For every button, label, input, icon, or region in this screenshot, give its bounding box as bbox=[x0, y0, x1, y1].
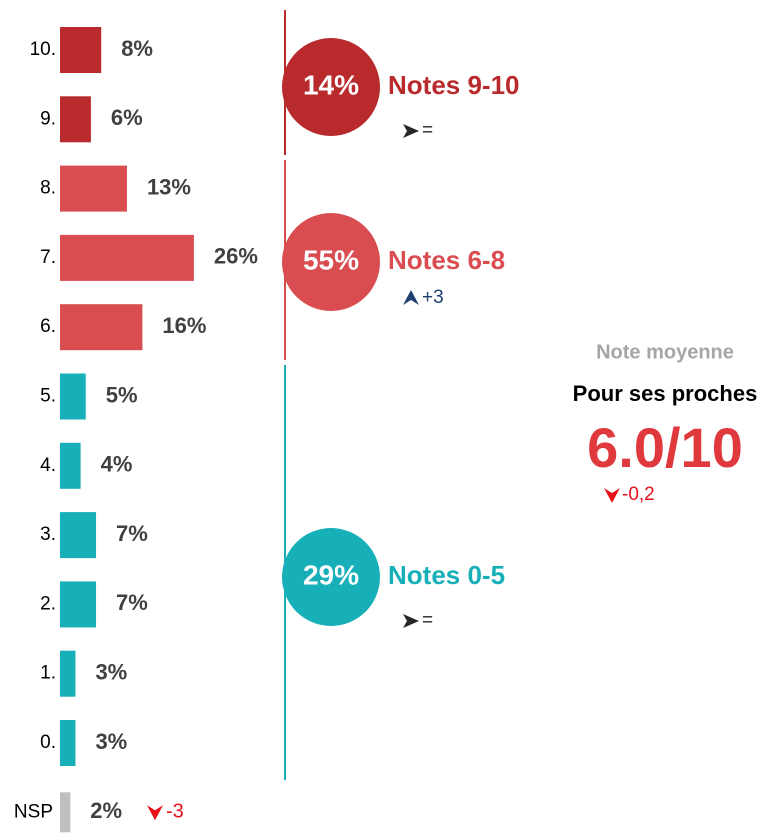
category-label: 5. bbox=[40, 386, 56, 407]
group-trend: = bbox=[422, 610, 433, 631]
category-label: 3. bbox=[40, 524, 56, 545]
value-label: 5% bbox=[106, 382, 138, 407]
group-circle bbox=[282, 213, 380, 311]
value-label: 6% bbox=[111, 105, 143, 130]
value-label: 4% bbox=[101, 452, 133, 477]
category-label: 1. bbox=[40, 663, 56, 684]
category-label: 9. bbox=[40, 108, 56, 129]
mean-subtitle: Pour ses proches bbox=[573, 381, 758, 406]
category-label: 4. bbox=[40, 455, 56, 476]
group-name: Notes 0-5 bbox=[388, 560, 505, 590]
value-label: 3% bbox=[95, 660, 127, 685]
group-trend: +3 bbox=[422, 287, 444, 308]
trend-arrow bbox=[604, 488, 620, 503]
mean-change: -0,2 bbox=[622, 484, 655, 505]
group-percent: 29% bbox=[303, 559, 359, 590]
mean-value: 6.0/10 bbox=[587, 416, 743, 479]
category-label: 7. bbox=[40, 247, 56, 268]
category-label: 0. bbox=[40, 732, 56, 753]
value-label: 2% bbox=[90, 798, 122, 823]
category-label: 6. bbox=[40, 316, 56, 337]
group-name: Notes 9-10 bbox=[388, 70, 520, 100]
trend-arrow bbox=[403, 124, 419, 138]
category-label: 2. bbox=[40, 593, 56, 614]
category-label: 8. bbox=[40, 178, 56, 199]
group-percent: 14% bbox=[303, 69, 359, 100]
group-trend: = bbox=[422, 120, 433, 141]
value-label: 13% bbox=[147, 174, 191, 199]
group-name: Notes 6-8 bbox=[388, 245, 505, 275]
bar bbox=[60, 27, 102, 73]
group-circle bbox=[282, 528, 380, 626]
bar bbox=[60, 512, 97, 559]
value-label: 8% bbox=[121, 36, 153, 61]
bar bbox=[60, 373, 86, 420]
bar bbox=[60, 165, 127, 212]
group-percent: 55% bbox=[303, 244, 359, 275]
value-label: 26% bbox=[214, 244, 258, 269]
value-label: 7% bbox=[116, 521, 148, 546]
trend-arrow bbox=[147, 805, 163, 821]
bar bbox=[60, 581, 97, 628]
nsp-change: -3 bbox=[166, 801, 184, 823]
bar bbox=[60, 234, 194, 281]
value-label: 16% bbox=[162, 313, 206, 338]
bar bbox=[60, 442, 81, 489]
bar bbox=[60, 720, 76, 766]
trend-arrow bbox=[403, 290, 419, 305]
category-label: 10. bbox=[30, 39, 56, 60]
bar bbox=[60, 304, 143, 351]
bar bbox=[60, 792, 71, 833]
mean-title: Note moyenne bbox=[596, 341, 734, 363]
bar bbox=[60, 650, 76, 697]
bar bbox=[60, 96, 91, 143]
category-label: NSP bbox=[14, 801, 53, 822]
value-label: 3% bbox=[95, 729, 127, 754]
trend-arrow bbox=[403, 614, 419, 628]
group-circle bbox=[282, 38, 380, 136]
value-label: 7% bbox=[116, 590, 148, 615]
